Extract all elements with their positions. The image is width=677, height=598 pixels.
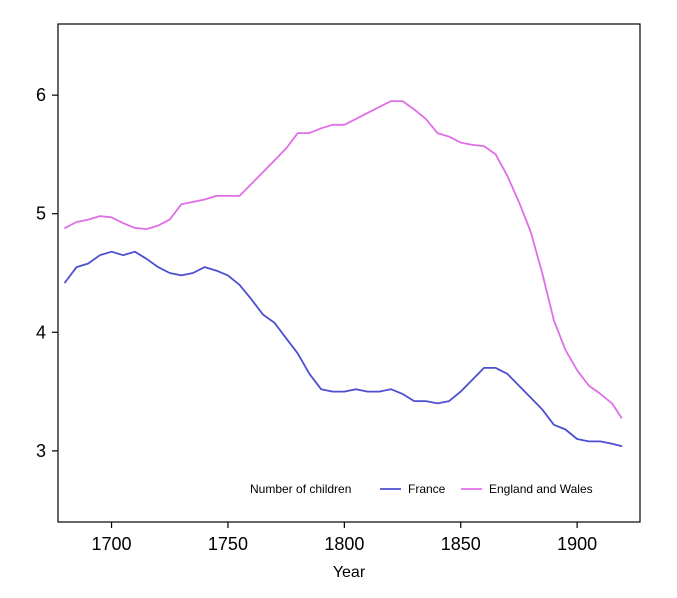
series-lines	[64, 100, 623, 448]
x-tick-label-1850: 1850	[441, 534, 481, 554]
legend: Number of children France England and Wa…	[250, 482, 593, 496]
legend-title: Number of children	[250, 482, 351, 496]
plot-frame	[57, 23, 641, 523]
x-tick-label-1800: 1800	[324, 534, 364, 554]
series-line-england-and-wales	[64, 100, 623, 419]
x-tick-label-1700: 1700	[92, 534, 132, 554]
legend-label-france: France	[408, 482, 446, 496]
y-tick-label-6: 6	[36, 85, 46, 105]
x-tick-label-1900: 1900	[557, 534, 597, 554]
y-axis: 3 4 5 6	[36, 85, 58, 461]
x-tick-label-1750: 1750	[208, 534, 248, 554]
series-line-france	[64, 250, 623, 448]
y-tick-label-5: 5	[36, 204, 46, 224]
legend-label-england-and-wales: England and Wales	[489, 482, 593, 496]
x-axis-title: Year	[333, 564, 366, 581]
y-tick-label-3: 3	[36, 441, 46, 461]
x-axis: 1700 1750 1800 1850 1900	[92, 522, 597, 554]
y-tick-label-4: 4	[36, 322, 46, 342]
